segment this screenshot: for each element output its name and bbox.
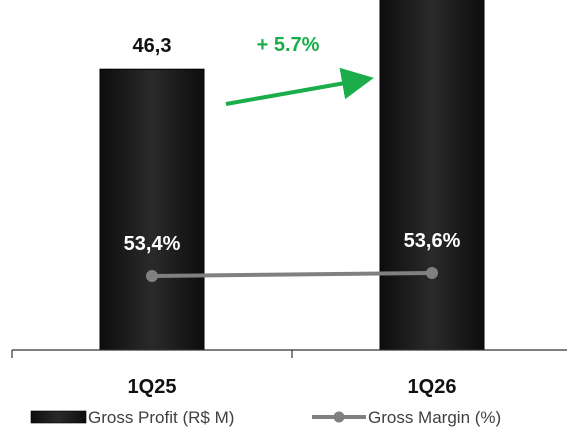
legend-label: Gross Margin (%) [368, 408, 501, 427]
legend-item-gross-profit: Gross Profit (R$ M) [30, 408, 234, 427]
legend-swatch-marker [333, 411, 345, 423]
line-layer: 53,4% 53,6% [124, 230, 461, 282]
gross-margin-point [426, 267, 438, 279]
legend-label: Gross Profit (R$ M) [88, 408, 234, 427]
legend-swatch-bar [30, 410, 87, 424]
legend-item-gross-margin: Gross Margin (%) [312, 408, 501, 427]
bar-1q25 [99, 68, 205, 351]
gross-margin-line [151, 271, 433, 278]
gross-margin-label: 53,4% [124, 233, 181, 255]
bar-1q26 [379, 0, 485, 351]
category-label: 1Q25 [128, 376, 177, 398]
growth-arrow [225, 67, 374, 106]
gross-margin-point [146, 270, 158, 282]
growth-annotation: + 5.7% [225, 34, 374, 106]
gross-margin-label: 53,6% [404, 230, 461, 252]
bars-layer: 46,348,9 [99, 0, 485, 351]
category-labels: 1Q25 1Q26 [128, 376, 457, 398]
x-axis [11, 349, 567, 358]
bar-value-label: 46,3 [133, 35, 172, 57]
growth-label: + 5.7% [257, 34, 320, 56]
legend: Gross Profit (R$ M) Gross Margin (%) [30, 408, 501, 427]
category-label: 1Q26 [408, 376, 457, 398]
